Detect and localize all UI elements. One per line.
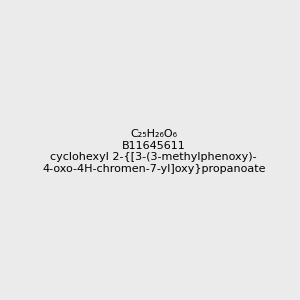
Text: C₂₅H₂₆O₆
B11645611
cyclohexyl 2-{[3-(3-methylphenoxy)-
4-oxo-4H-chromen-7-yl]oxy: C₂₅H₂₆O₆ B11645611 cyclohexyl 2-{[3-(3-m… (42, 129, 266, 174)
